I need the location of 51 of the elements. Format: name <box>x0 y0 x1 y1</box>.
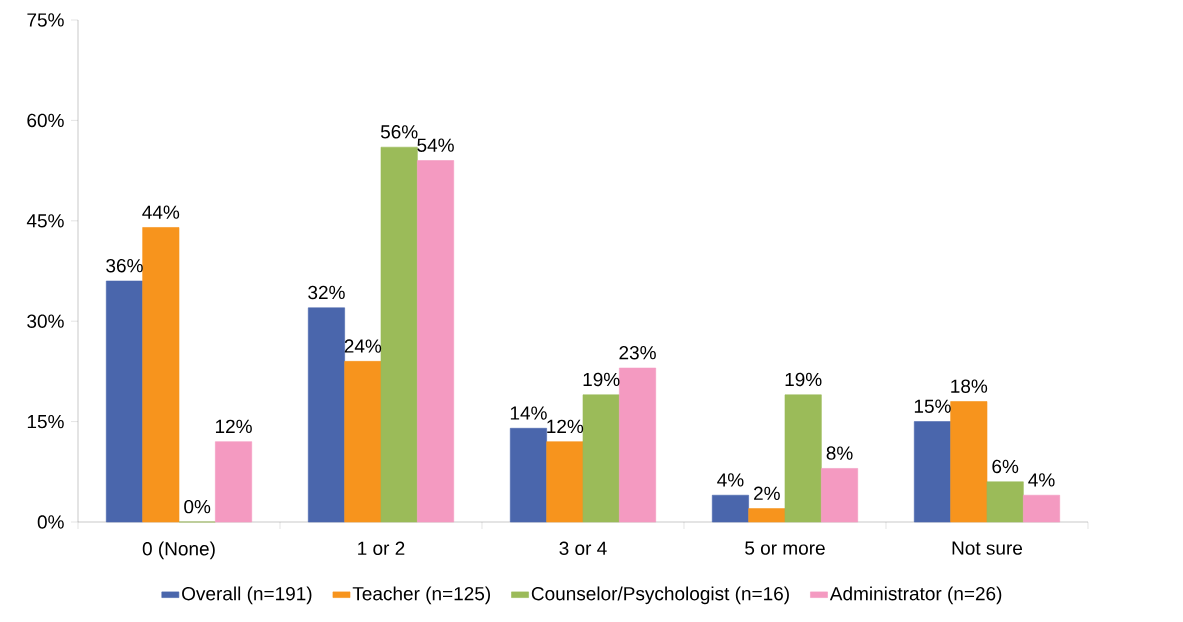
y-tick-label: 30% <box>27 314 64 328</box>
data-label: 56% <box>380 125 418 139</box>
data-label: 19% <box>583 372 620 387</box>
x-tick-label: 1 or 2 <box>358 541 405 555</box>
data-label: 18% <box>951 379 988 393</box>
legend-label: Administrator (n=26) <box>829 586 1002 605</box>
data-label: 6% <box>992 459 1019 474</box>
y-tick-label: 75% <box>27 13 64 27</box>
bar <box>417 160 455 523</box>
bar <box>582 394 620 523</box>
data-label: 4% <box>1028 473 1055 487</box>
bar <box>748 508 786 523</box>
bar <box>142 227 180 523</box>
bar <box>950 401 988 523</box>
bar <box>821 468 859 523</box>
data-label: 44% <box>142 205 180 219</box>
x-tick-label: 0 (None) <box>142 541 215 560</box>
bar <box>344 361 382 523</box>
bar <box>619 367 657 523</box>
data-label: 32% <box>308 285 345 300</box>
y-tick-label: 60% <box>27 113 64 128</box>
bar <box>1023 494 1061 523</box>
bar <box>509 427 547 523</box>
data-label: 8% <box>826 446 853 460</box>
data-label: 54% <box>417 138 454 152</box>
bar <box>105 280 143 523</box>
bar <box>913 421 951 523</box>
bar <box>546 441 584 523</box>
data-label: 12% <box>547 419 584 434</box>
legend-label: Overall (n=191) <box>182 586 312 605</box>
data-label: 23% <box>619 345 656 360</box>
bar <box>711 494 749 523</box>
data-label: 0% <box>184 499 211 514</box>
x-tick-label: 3 or 4 <box>559 541 607 555</box>
bar <box>784 394 822 523</box>
data-label: 2% <box>754 486 780 500</box>
x-tick-label: Not sure <box>952 541 1023 555</box>
bar <box>307 307 345 523</box>
y-tick-label: 0% <box>37 515 64 529</box>
y-tick-label: 45% <box>26 214 64 228</box>
data-label: 19% <box>785 372 822 387</box>
data-label: 4% <box>717 473 744 487</box>
data-label: 12% <box>215 419 252 434</box>
bar <box>380 146 418 523</box>
legend-label: Teacher (n=125) <box>352 586 491 605</box>
y-tick-label: 15% <box>27 414 64 429</box>
x-tick-label: 5 or more <box>745 541 825 555</box>
bar <box>215 441 253 523</box>
legend-label: Counselor/Psychologist (n=16) <box>531 586 789 605</box>
bar <box>986 481 1024 523</box>
data-label: 14% <box>510 406 547 420</box>
